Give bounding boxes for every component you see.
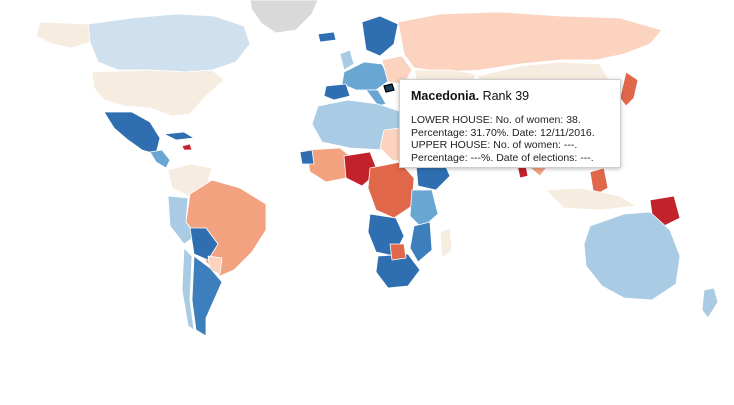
country-greenland[interactable] bbox=[249, 0, 319, 34]
country-central-america[interactable] bbox=[149, 149, 171, 169]
country-haiti[interactable] bbox=[181, 143, 193, 151]
country-japan[interactable] bbox=[619, 71, 639, 107]
country-iceland[interactable] bbox=[317, 31, 337, 43]
country-central-africa[interactable] bbox=[367, 161, 415, 219]
tooltip-rank: Rank 39 bbox=[482, 89, 530, 103]
country-madagascar[interactable] bbox=[439, 227, 453, 259]
country-chile[interactable] bbox=[181, 247, 195, 331]
country-macedonia[interactable] bbox=[383, 83, 395, 93]
country-bolivia[interactable] bbox=[189, 227, 219, 261]
country-usa[interactable] bbox=[91, 69, 225, 117]
country-botswana[interactable] bbox=[389, 243, 407, 261]
country-argentina[interactable] bbox=[191, 255, 223, 337]
country-canada[interactable] bbox=[87, 13, 251, 73]
country-uk[interactable] bbox=[339, 49, 355, 71]
tooltip-country: Macedonia. bbox=[411, 89, 480, 103]
country-east-africa[interactable] bbox=[409, 189, 439, 229]
country-tooltip: Macedonia. Rank 39 LOWER HOUSE: No. of w… bbox=[399, 79, 621, 168]
country-philippines[interactable] bbox=[589, 167, 609, 197]
country-cuba[interactable] bbox=[163, 131, 195, 141]
tooltip-title: Macedonia. Rank 39 bbox=[411, 89, 609, 103]
country-eastern-europe[interactable] bbox=[381, 55, 413, 85]
country-indonesia[interactable] bbox=[545, 187, 637, 211]
country-australia[interactable] bbox=[583, 211, 681, 301]
country-italy[interactable] bbox=[365, 89, 387, 107]
country-senegal[interactable] bbox=[299, 149, 315, 165]
country-mexico[interactable] bbox=[103, 111, 161, 155]
tooltip-lower-house-women: LOWER HOUSE: No. of women: 38. bbox=[411, 114, 581, 126]
country-sweden[interactable] bbox=[361, 15, 399, 57]
country-south-africa[interactable] bbox=[375, 253, 421, 289]
country-mozambique[interactable] bbox=[409, 221, 433, 263]
tooltip-lower-house-percentage: Percentage: 31.70%. Date: 12/11/2016. bbox=[411, 126, 595, 139]
country-russia[interactable] bbox=[397, 11, 663, 73]
country-spain[interactable] bbox=[323, 83, 351, 101]
country-usa-alaska[interactable] bbox=[35, 21, 91, 49]
tooltip-upper-house-women: UPPER HOUSE: No. of women: ---. bbox=[411, 139, 578, 151]
country-new-zealand[interactable] bbox=[701, 287, 719, 319]
tooltip-upper-house-percentage: Percentage: ---%. Date of elections: ---… bbox=[411, 151, 594, 164]
